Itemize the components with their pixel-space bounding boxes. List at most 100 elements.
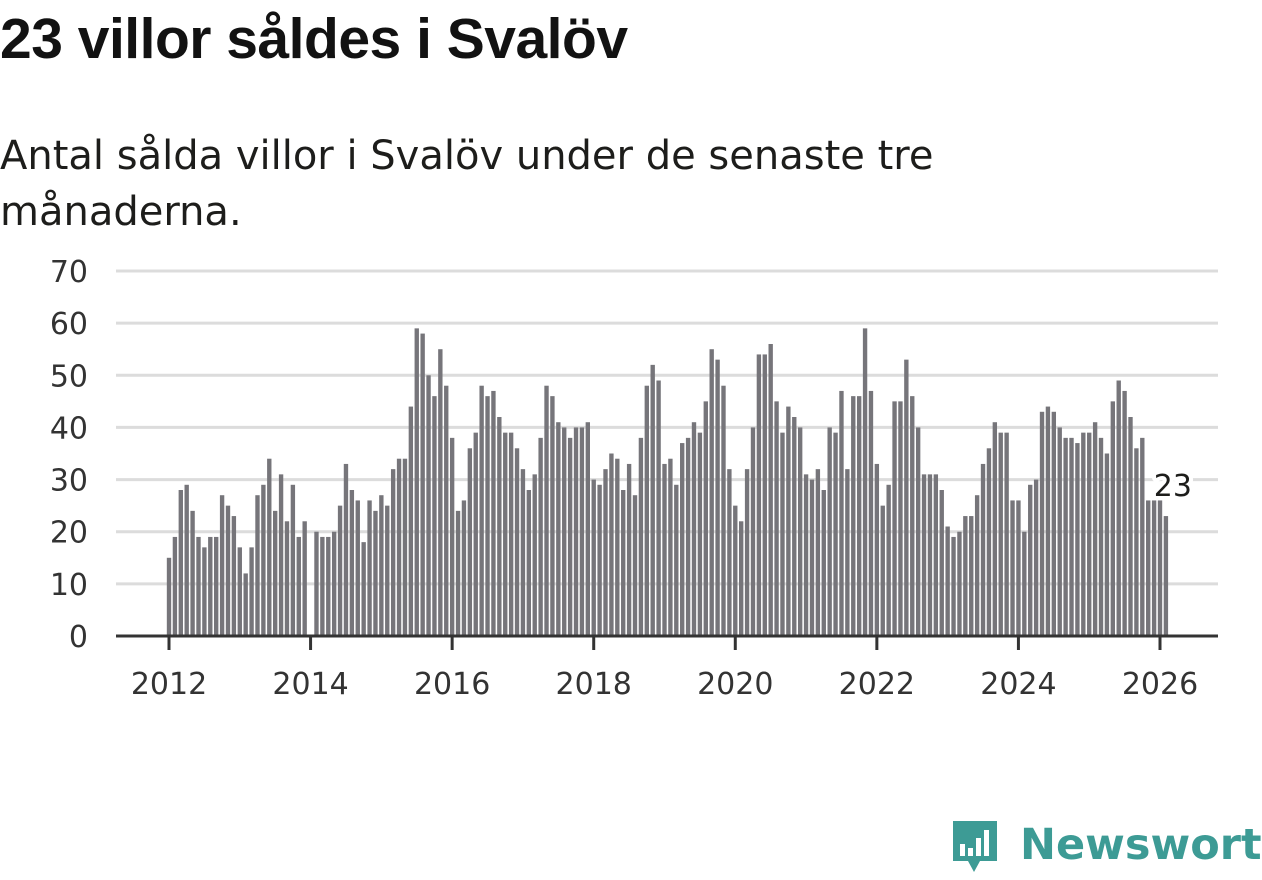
bar xyxy=(444,385,449,636)
bar xyxy=(1163,516,1169,636)
bar xyxy=(809,479,815,636)
bar-series xyxy=(166,328,1169,636)
x-axis: 2012 2014 2016 2018 2020 2022 2024 2026 xyxy=(116,634,1218,702)
bar xyxy=(1134,448,1139,636)
bar xyxy=(261,484,266,636)
bar xyxy=(438,349,443,636)
bar xyxy=(491,390,496,636)
bar xyxy=(249,547,254,636)
bar xyxy=(473,432,478,636)
bar xyxy=(744,469,750,636)
bar xyxy=(284,521,290,636)
bar xyxy=(373,510,378,636)
bar xyxy=(225,505,231,636)
chart-subtitle: Antal sålda villor i Svalöv under de sen… xyxy=(0,133,934,235)
bar xyxy=(562,427,567,636)
bar xyxy=(974,495,980,636)
bar xyxy=(1039,411,1045,636)
bar xyxy=(1110,401,1115,636)
bar xyxy=(880,505,885,636)
bar xyxy=(739,521,744,636)
bar xyxy=(331,531,337,636)
bar xyxy=(927,474,933,636)
bar xyxy=(479,385,484,636)
bar xyxy=(567,437,573,636)
bar xyxy=(756,354,762,636)
bar xyxy=(709,349,714,636)
bar xyxy=(921,474,927,636)
bar xyxy=(267,458,272,636)
bar xyxy=(172,536,178,636)
annotations: 23 xyxy=(1150,465,1196,508)
bar xyxy=(691,422,697,636)
bar xyxy=(815,469,821,636)
bar xyxy=(721,385,726,636)
x-tick-label: 2024 xyxy=(980,667,1056,702)
bar xyxy=(219,495,225,636)
bar xyxy=(579,427,585,636)
bar xyxy=(573,427,579,636)
bar xyxy=(455,510,461,636)
bar xyxy=(532,474,537,636)
bar xyxy=(910,396,915,636)
bar xyxy=(1028,484,1033,636)
bar xyxy=(503,432,508,636)
bar xyxy=(998,432,1003,636)
bar xyxy=(774,401,779,636)
bar xyxy=(296,536,301,636)
bar xyxy=(314,531,319,636)
bar xyxy=(1063,437,1068,636)
bar xyxy=(827,427,832,636)
bar xyxy=(385,505,390,636)
bar xyxy=(467,448,473,636)
bar xyxy=(402,458,408,636)
bar xyxy=(868,390,874,636)
x-tick-label: 2020 xyxy=(697,667,773,702)
bar xyxy=(597,484,602,636)
y-tick-label: 0 xyxy=(69,620,88,655)
bar xyxy=(969,516,974,636)
bar xyxy=(237,547,242,636)
bar xyxy=(963,516,968,636)
x-tick-label: 2022 xyxy=(839,667,915,702)
bar xyxy=(898,401,903,636)
bar xyxy=(797,427,803,636)
bar xyxy=(414,328,419,636)
y-tick-label: 10 xyxy=(50,568,88,603)
bar xyxy=(945,526,950,636)
bar xyxy=(290,484,296,636)
bar xyxy=(750,427,756,636)
bar xyxy=(792,417,797,636)
bar xyxy=(874,463,880,636)
y-tick-label: 40 xyxy=(50,411,88,446)
bar xyxy=(556,422,561,636)
bar xyxy=(957,531,962,636)
highlight-value-label: 23 xyxy=(1154,469,1192,504)
bar xyxy=(839,390,844,636)
bar xyxy=(166,557,172,636)
bar xyxy=(986,448,992,636)
bar xyxy=(1128,417,1133,636)
bar xyxy=(1087,432,1092,636)
y-axis-ticks: 0 10 20 30 40 50 60 70 xyxy=(50,255,88,655)
chart-title: 23 villor såldes i Svalöv xyxy=(0,7,628,71)
bar xyxy=(273,510,278,636)
bar xyxy=(992,422,998,636)
bar xyxy=(603,469,608,636)
bar xyxy=(208,536,213,636)
bar xyxy=(485,396,490,636)
bar xyxy=(733,505,738,636)
bar xyxy=(685,437,691,636)
bar xyxy=(214,536,219,636)
gridlines xyxy=(116,269,1218,586)
bar xyxy=(615,458,620,636)
bar xyxy=(833,432,838,636)
bar xyxy=(674,484,679,636)
bar xyxy=(585,422,590,636)
bar xyxy=(278,474,284,636)
y-tick-label: 50 xyxy=(50,359,88,394)
bar xyxy=(1057,427,1062,636)
bar xyxy=(337,505,343,636)
bar xyxy=(326,536,331,636)
bar xyxy=(621,490,626,636)
